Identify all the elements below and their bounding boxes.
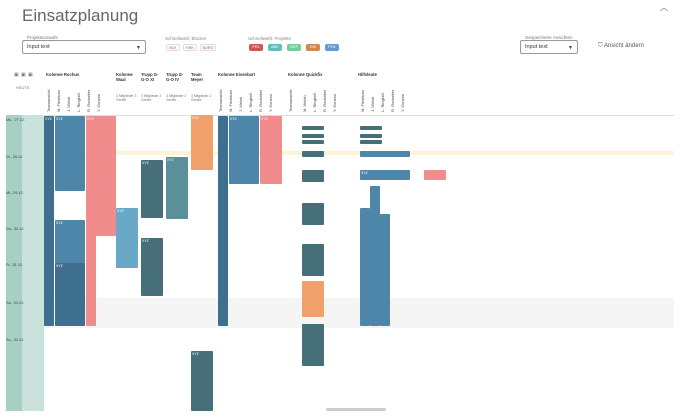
event-block[interactable]: XYZ: [141, 160, 163, 218]
event-bar[interactable]: [360, 134, 382, 138]
event-block[interactable]: [302, 203, 324, 225]
event-bar[interactable]: [360, 140, 382, 144]
event-block[interactable]: XYZ: [260, 116, 282, 184]
chevron-down-icon: ▼: [568, 45, 573, 51]
page-title: Einsatzplanung: [22, 6, 139, 25]
day-label: Mo., 27.12.: [6, 118, 25, 122]
col-label: M. Fleshtum: [56, 89, 61, 112]
team-rochus[interactable]: Kolonne Rochus: [46, 72, 80, 77]
event-block[interactable]: [302, 170, 324, 182]
event-block[interactable]: [302, 151, 324, 157]
event-block[interactable]: [424, 170, 446, 180]
current-time-band: [44, 151, 674, 155]
col-label: Teamansicht: [46, 89, 51, 112]
document-icon[interactable]: ▣: [28, 72, 33, 78]
chip-abc[interactable]: ABC: [268, 44, 282, 51]
col-label: Y. Donzen: [268, 93, 273, 112]
event-block[interactable]: XYZ: [166, 157, 188, 219]
day-label: Mi., 29.12.: [6, 191, 24, 195]
day-label: Fr., 31.12.: [6, 263, 24, 267]
col-label: L. Ringbell: [248, 93, 253, 112]
event-block[interactable]: XYZ: [191, 115, 213, 170]
team-meyer[interactable]: Team Meyer: [191, 72, 204, 82]
col-label: R. Rocketter: [86, 89, 91, 112]
day-label: Do., 30.12.: [6, 227, 25, 231]
chip-ph1[interactable]: PH1: [325, 44, 339, 51]
copy-icon[interactable]: ▣: [14, 72, 19, 78]
chevron-down-icon: ▼: [136, 45, 141, 51]
col-label: R. Rocketter: [258, 89, 263, 112]
chip-krk[interactable]: KRK: [183, 44, 197, 51]
col-label: J. Welsh: [370, 96, 375, 112]
event-block[interactable]: XYZ: [55, 116, 85, 191]
weekend-band: [44, 298, 674, 328]
col-label: L. Ringbell: [312, 93, 317, 112]
event-block[interactable]: [370, 186, 380, 326]
filter-icon: ⛉: [598, 43, 603, 49]
chip-def[interactable]: DEF: [287, 44, 301, 51]
chip-blk[interactable]: BLK: [166, 44, 180, 51]
col-label: M. Welsh: [302, 95, 307, 112]
col-label: L. Ringbell: [380, 93, 385, 112]
event-block[interactable]: XYZ: [55, 263, 85, 326]
day-label: Sa., 01.01.: [6, 301, 25, 305]
team-eisenbart[interactable]: Kolonne Eisenbart: [218, 72, 255, 77]
event-block[interactable]: [302, 281, 324, 317]
project-select[interactable]: Projektauswahl Input text ▼: [22, 35, 146, 54]
event-bar[interactable]: [302, 140, 324, 144]
event-block[interactable]: [86, 206, 96, 326]
paste-icon[interactable]: ▣: [21, 72, 26, 78]
event-block[interactable]: XYZ: [191, 351, 213, 411]
divider: [6, 115, 674, 116]
event-block[interactable]: [360, 151, 410, 157]
event-block[interactable]: [360, 208, 370, 326]
day-column: [6, 115, 22, 411]
event-block[interactable]: [380, 214, 390, 326]
team-ggo-iv[interactable]: Trupp G-G-O IV: [166, 72, 184, 82]
event-block[interactable]: XYZ: [44, 116, 54, 326]
event-bar[interactable]: [302, 126, 324, 130]
col-label: Teamansicht: [218, 89, 223, 112]
change-view-button[interactable]: ⛉ Ansicht ändern: [598, 43, 644, 49]
event-block[interactable]: [302, 244, 324, 276]
team-quickfix[interactable]: Kolonne Quickfix: [288, 72, 323, 77]
today-button[interactable]: HEUTE: [16, 85, 30, 90]
view-select[interactable]: Gespeicherte Ansichten Input text ▼: [520, 35, 578, 54]
scrollbar[interactable]: [326, 408, 386, 411]
schedule-grid: ▣ ▣ ▣ HEUTE Kolonne Rochus Kolonne Waal …: [6, 68, 674, 411]
chip-buero[interactable]: BÜRO: [200, 44, 216, 51]
team-waal[interactable]: Kolonne Waal: [116, 72, 133, 82]
col-label: J. Welsh: [238, 96, 243, 112]
col-label: Teamansicht: [288, 89, 293, 112]
event-block[interactable]: [302, 324, 324, 366]
event-block[interactable]: XYZ: [360, 170, 410, 180]
event-block[interactable]: XYZ: [141, 238, 163, 296]
col-label: Y. Donzen: [400, 93, 405, 112]
chip-prj[interactable]: PRJ: [249, 44, 263, 51]
projekte-label: Schnellwahl: Projekte: [248, 36, 292, 41]
team-ggo-xi[interactable]: Trupp G-G-O XI: [141, 72, 159, 82]
col-label: M. Fleshtum: [228, 89, 233, 112]
event-block[interactable]: XYZ: [116, 208, 138, 268]
team-hilfsleute[interactable]: Hilfsleute: [358, 72, 377, 77]
col-label: R. Rocketter: [390, 89, 395, 112]
blocker-label: Schnellwahl: Blocker: [165, 36, 207, 41]
col-label: L. Ringbell: [76, 93, 81, 112]
day-label: Di., 28.12.: [6, 155, 24, 159]
chevron-up-icon[interactable]: ︿: [660, 3, 668, 12]
col-label: J. Welsh: [66, 96, 71, 112]
event-block[interactable]: [218, 116, 228, 326]
event-bar[interactable]: [302, 134, 324, 138]
col-label: M. Fleshtum: [360, 89, 365, 112]
event-bar[interactable]: [360, 126, 382, 130]
event-block[interactable]: XYZ: [229, 116, 259, 184]
chip-ghi[interactable]: GHI: [306, 44, 320, 51]
col-label: Y. Donzen: [96, 93, 101, 112]
day-label: So., 02.01.: [6, 338, 25, 342]
col-label: Y. Donzen: [332, 93, 337, 112]
hour-column: [22, 115, 44, 411]
col-label: R. Rocketter: [322, 89, 327, 112]
